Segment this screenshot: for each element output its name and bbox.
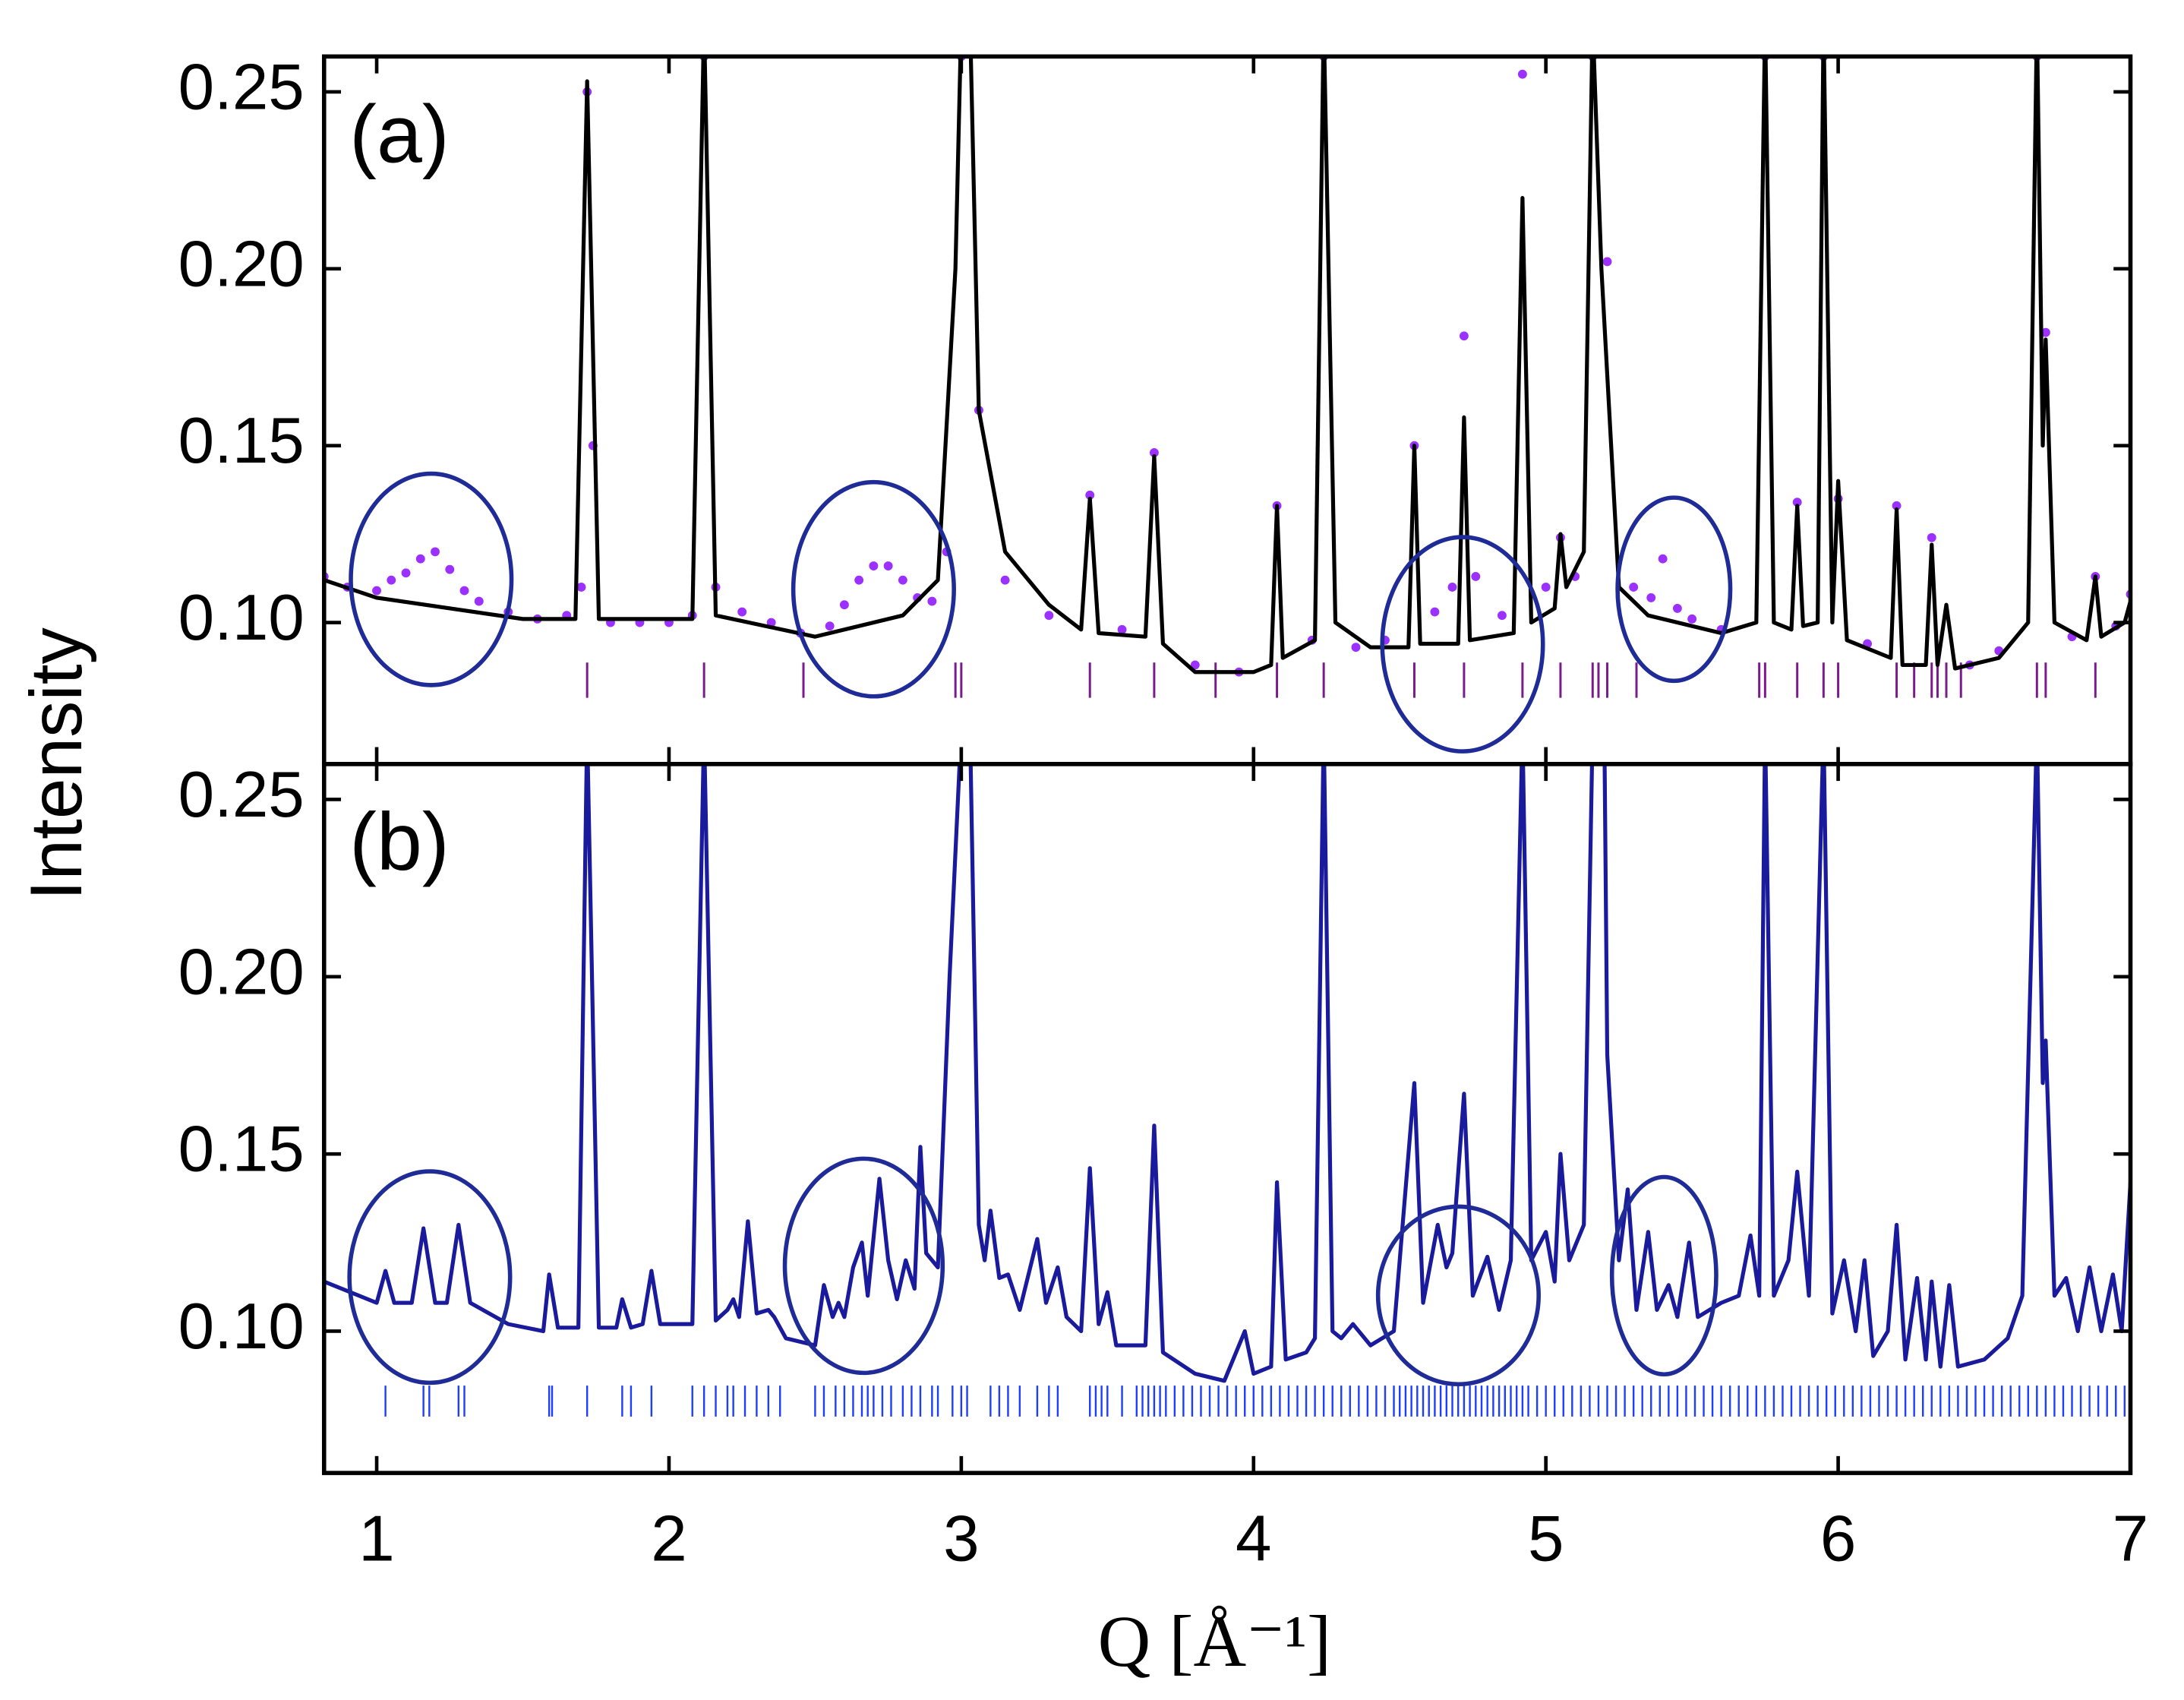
highlight-circle bbox=[791, 479, 956, 699]
data-point bbox=[1447, 583, 1457, 592]
data-line bbox=[323, 763, 2131, 1383]
data-point bbox=[839, 600, 849, 610]
data-point bbox=[1459, 331, 1469, 341]
y-axis-label: Intensity bbox=[16, 627, 97, 900]
x-tick-label: 6 bbox=[1820, 1503, 1856, 1575]
highlight-circle bbox=[1380, 535, 1545, 754]
data-point bbox=[869, 561, 879, 570]
data-point bbox=[1117, 624, 1127, 634]
highlight-circle bbox=[349, 471, 514, 687]
highlight-circle bbox=[1615, 495, 1733, 684]
panel: 0.10 0.15 0.20 0.25 1 2 3 4 5 6 7 (b) bbox=[178, 759, 2149, 1575]
y-tick-label: 0.20 bbox=[178, 936, 305, 1008]
data-point bbox=[1792, 498, 1802, 507]
y-tick-label: 0.10 bbox=[178, 1291, 305, 1363]
data-point bbox=[825, 621, 835, 631]
data-point bbox=[883, 561, 893, 570]
data-point bbox=[1892, 501, 1902, 510]
data-point bbox=[1672, 603, 1682, 613]
data-point bbox=[459, 586, 469, 596]
data-point bbox=[1602, 257, 1612, 267]
highlight-circle bbox=[1609, 1174, 1718, 1377]
data-point bbox=[401, 568, 411, 578]
data-point bbox=[1430, 607, 1440, 617]
x-tick-label: 3 bbox=[943, 1503, 979, 1575]
data-point bbox=[1085, 490, 1095, 500]
y-tick-label: 0.25 bbox=[178, 759, 305, 831]
highlight-circle bbox=[782, 1156, 945, 1376]
data-point bbox=[737, 607, 747, 617]
y-tick-label: 0.25 bbox=[178, 51, 305, 123]
y-tick-label: 0.10 bbox=[178, 582, 305, 654]
x-tick-label: 7 bbox=[2113, 1503, 2148, 1575]
y-tick-label: 0.20 bbox=[178, 228, 305, 300]
panel-label: (a) bbox=[349, 89, 450, 180]
data-point bbox=[1517, 69, 1527, 79]
highlight-circles bbox=[347, 471, 1733, 1387]
x-tick-label: 5 bbox=[1528, 1503, 1564, 1575]
data-point bbox=[387, 575, 396, 585]
data-point bbox=[898, 575, 907, 585]
plot-area bbox=[323, 56, 2131, 698]
data-point bbox=[1149, 448, 1159, 457]
data-point bbox=[1471, 572, 1481, 581]
x-tick-label: 4 bbox=[1236, 1503, 1271, 1575]
data-point bbox=[1000, 575, 1010, 585]
data-point bbox=[474, 596, 484, 606]
data-point bbox=[1351, 643, 1361, 653]
data-point bbox=[766, 618, 776, 627]
data-point bbox=[372, 586, 381, 596]
data-point bbox=[1927, 532, 1936, 542]
panel: 0.10 0.15 0.20 0.25 (a) bbox=[178, 51, 2133, 766]
x-axis-label: Q [Å⁻¹] bbox=[1098, 1600, 1332, 1682]
plot-area bbox=[323, 763, 2131, 1417]
data-point bbox=[1687, 614, 1697, 624]
plot-frame bbox=[321, 762, 2133, 1475]
data-point bbox=[1658, 554, 1668, 564]
data-point bbox=[1498, 611, 1507, 621]
data-point bbox=[415, 554, 425, 564]
data-point bbox=[854, 575, 864, 585]
data-point bbox=[1646, 592, 1656, 602]
x-tick-label: 1 bbox=[358, 1503, 394, 1575]
data-point bbox=[927, 596, 937, 606]
data-point bbox=[576, 583, 586, 592]
y-tick-label: 0.15 bbox=[178, 1114, 305, 1186]
data-point bbox=[445, 564, 455, 574]
panel-label: (b) bbox=[349, 796, 450, 887]
plots: 0.10 0.15 0.20 0.25 (a) 0.10 0.15 0.20 0.25 1 2 3 4 5… bbox=[178, 51, 2149, 1575]
data-point bbox=[1190, 660, 1200, 670]
data-line bbox=[323, 56, 2131, 675]
data-point bbox=[1044, 611, 1054, 621]
x-tick-label: 2 bbox=[651, 1503, 686, 1575]
data-point bbox=[1541, 583, 1551, 592]
data-point bbox=[1629, 583, 1639, 592]
data-point bbox=[431, 547, 440, 557]
data-point bbox=[2040, 327, 2050, 337]
y-tick-label: 0.15 bbox=[178, 405, 305, 477]
highlight-circle bbox=[1375, 1204, 1541, 1387]
highlight-circle bbox=[347, 1169, 513, 1386]
